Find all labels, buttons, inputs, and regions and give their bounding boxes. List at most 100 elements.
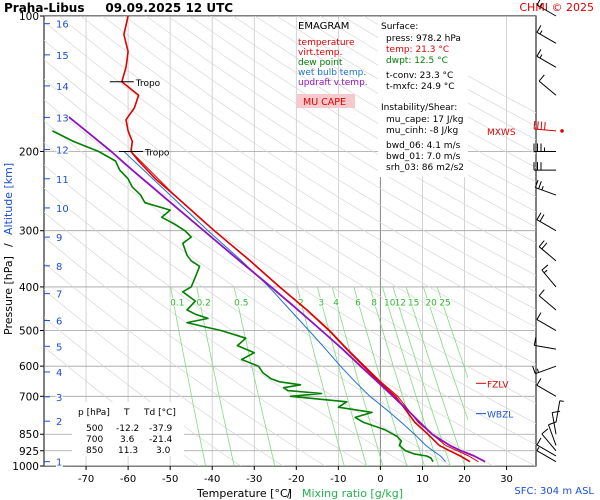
altitude-label: 14 <box>56 82 69 93</box>
legend-virtual-temperature: virt.temp. <box>298 48 342 58</box>
dry-adiabat <box>44 317 242 466</box>
wind-barb <box>534 179 557 196</box>
dry-adiabat <box>145 16 536 260</box>
wind-barb-half-feather <box>536 368 540 373</box>
level-table: p [hPa] T Td [°C] 500 -12.2 -37.9 700 3.… <box>72 402 184 456</box>
mxws-dot <box>560 129 564 133</box>
wind-barb <box>532 365 557 375</box>
legend: EMAGRAM temperature virt.temp. dew point… <box>297 21 368 108</box>
wind-barb-staff <box>534 344 557 350</box>
wind-barb-feather <box>536 25 542 33</box>
bwd-01: bwd_01: 7.0 m/s <box>386 152 461 162</box>
wind-barb-feather <box>538 289 545 297</box>
wind-barb-staff <box>536 319 557 331</box>
series-layer <box>52 16 486 463</box>
surface-pressure: press: 978.2 hPa <box>386 34 461 44</box>
mixing-ratio-label: 0.2 <box>197 299 211 309</box>
mixing-ratio-label: 0.5 <box>234 299 248 309</box>
mixing-ratio-line <box>392 286 451 466</box>
y-axis-title-group: Pressure [hPa] / Altitude [km] <box>2 163 15 335</box>
table-cell: -37.9 <box>149 424 173 434</box>
mixing-ratio-label: 25 <box>439 299 450 309</box>
table-cell: 700 <box>86 435 103 445</box>
mixing-ratio-label: 6 <box>355 299 361 309</box>
wind-barb-staff <box>536 384 557 397</box>
wind-barb <box>533 337 557 350</box>
x-axis-tick-label: -50 <box>162 474 178 485</box>
wind-barb-feather <box>538 74 545 82</box>
wind-barb-feather <box>536 312 542 320</box>
wind-barb-feather <box>548 421 557 426</box>
wind-barb-half-feather <box>539 3 543 7</box>
surface-info-box: Surface: press: 978.2 hPa temp: 21.3 °C … <box>378 17 468 177</box>
dry-adiabat <box>44 142 536 466</box>
y-axis-tick-label: 850 <box>19 429 39 441</box>
mixing-ratio-line <box>382 286 440 466</box>
wind-barb-staff <box>555 400 561 423</box>
y-axis-tick-label: 700 <box>19 391 39 403</box>
wind-barb-half-feather <box>539 54 543 59</box>
mixing-ratio-line <box>405 286 466 466</box>
wind-barb-feather <box>532 366 536 374</box>
wind-barb-staff <box>536 444 557 457</box>
x-axis-separator: / <box>287 487 291 500</box>
wind-barb-feather <box>536 49 542 57</box>
wind-barb <box>541 428 557 452</box>
x-axis-tick-label: 0 <box>377 474 383 485</box>
wind-barb-staff <box>536 450 557 463</box>
altitude-label: 3 <box>56 393 62 404</box>
mixing-ratio-line <box>233 286 276 466</box>
dry-adiabat <box>44 211 410 466</box>
wind-barb-staff <box>541 269 557 288</box>
legend-updraft: updraft v.temp. <box>298 78 368 88</box>
mixing-ratio-label: 15 <box>408 299 419 309</box>
mixing-ratio-layer: 0.1 0.2 0.5 2 3 4 6 8 10 12 15 20 25 <box>169 286 468 466</box>
series-updraft-v-temp <box>64 113 486 463</box>
instability-title: Instability/Shear: <box>381 103 457 113</box>
dry-adiabat <box>211 16 536 213</box>
mixing-ratio-label: 3 <box>318 299 324 309</box>
wind-barb-half-feather <box>543 269 548 274</box>
mixing-ratio-line <box>436 286 468 379</box>
x-axis-tick-label: 10 <box>416 474 429 485</box>
grid-layer <box>44 16 536 466</box>
wind-barb <box>536 212 557 232</box>
wind-barb-half-feather <box>539 30 543 35</box>
mu-cinh: mu_cinh: -8 J/kg <box>386 126 458 136</box>
y-axis-title-altitude: Altitude [km] <box>2 163 15 235</box>
wind-barb-half-feather <box>536 446 540 451</box>
wind-barb <box>548 421 557 446</box>
wind-barb-feather <box>533 120 536 129</box>
series-virt-temp <box>130 151 479 463</box>
altitude-label: 16 <box>56 20 69 31</box>
t-conv: t-conv: 23.3 °C <box>386 71 453 81</box>
table-header-t: T <box>123 408 130 418</box>
dry-adiabat <box>44 289 284 466</box>
axis-layer: -70 -60 -50 -40 -30 -20 -10 0 10 20 30 100 200 300 400… <box>12 11 513 485</box>
wind-barb-feather <box>544 121 546 130</box>
wind-barb-feather <box>536 437 542 446</box>
altitude-label: 7 <box>56 290 62 301</box>
wind-barb-half-feather <box>541 186 544 191</box>
wind-barb-staff <box>535 365 557 375</box>
dry-adiabat <box>80 16 536 310</box>
y-axis-separator: / <box>2 243 15 247</box>
mixing-ratio-line <box>369 286 425 466</box>
wind-barb <box>536 0 557 17</box>
altitude-label: 5 <box>56 342 62 353</box>
dry-adiabat <box>102 16 536 293</box>
legend-title: EMAGRAM <box>298 21 349 32</box>
table-cell: 11.3 <box>118 446 138 456</box>
y-axis-tick-label: 600 <box>19 361 39 373</box>
observation-datetime: 09.09.2025 12 UTC <box>105 1 234 15</box>
wind-barb <box>533 120 564 133</box>
tropopause-label: Tropo <box>135 79 161 89</box>
wind-barb-staff <box>538 295 557 311</box>
mixing-ratio-line <box>423 286 468 421</box>
t-mxfc: t-mxfc: 24.9 °C <box>386 82 455 92</box>
altitude-label: 11 <box>56 175 69 186</box>
y-axis-tick-label: 100 <box>19 11 39 23</box>
x-axis-tick-label: -30 <box>246 474 262 485</box>
wind-barb <box>536 378 557 397</box>
